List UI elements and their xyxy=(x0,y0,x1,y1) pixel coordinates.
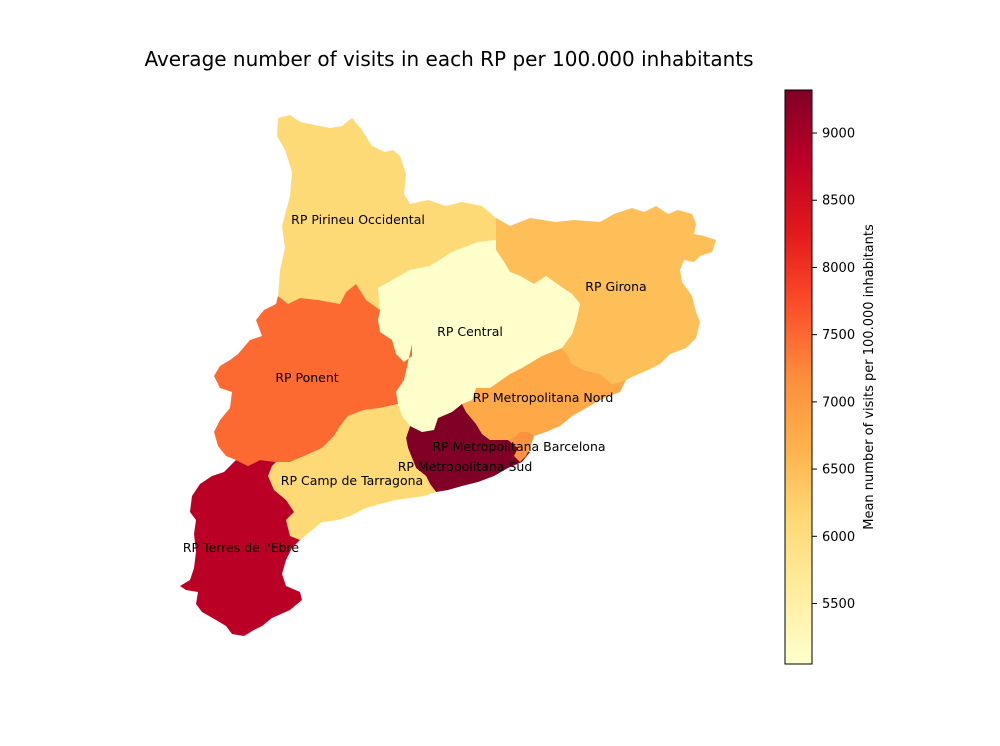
region-labels: RP Pirineu Occidental RP Girona RP Centr… xyxy=(183,212,647,555)
label-metropolitana-sud: RP Metropolitana Sud xyxy=(398,459,533,474)
colorbar-tick-label: 7500 xyxy=(822,328,855,343)
region-ponent xyxy=(214,284,412,466)
colorbar-ticks: 5500 6000 6500 7000 7500 8000 8500 9000 xyxy=(812,127,855,612)
colorbar-tick-label: 8000 xyxy=(822,261,855,276)
label-metropolitana-barcelona: RP Metropolitana Barcelona xyxy=(432,439,605,454)
label-metropolitana-nord: RP Metropolitana Nord xyxy=(473,390,614,405)
colorbar-gradient xyxy=(784,89,813,665)
colorbar-tick-label: 8500 xyxy=(822,194,855,209)
label-central: RP Central xyxy=(437,324,503,339)
map-area xyxy=(180,115,716,636)
region-girona xyxy=(496,206,716,384)
colorbar-tick-label: 6500 xyxy=(822,463,855,478)
colorbar-tick-label: 6000 xyxy=(822,530,855,545)
region-terres-de-lebre xyxy=(180,460,302,636)
label-girona: RP Girona xyxy=(585,279,646,294)
colorbar-tick-label: 9000 xyxy=(822,127,855,142)
colorbar: 5500 6000 6500 7000 7500 8000 8500 9000 Mean nu… xyxy=(784,89,877,665)
label-camp-de-tarragona: RP Camp de Tarragona xyxy=(281,473,423,488)
region-pirineu-occidental xyxy=(277,115,496,310)
region-metropolitana-sud xyxy=(406,404,530,492)
region-central xyxy=(378,240,580,432)
label-terres-de-lebre: RP Terres de l'Ebre xyxy=(183,540,300,555)
region-metropolitana-barcelona xyxy=(508,432,534,462)
map-title: Average number of visits in each RP per … xyxy=(144,47,753,71)
region-camp-de-tarragona xyxy=(268,404,436,540)
colorbar-label: Mean number of visits per 100.000 inhabi… xyxy=(862,224,877,530)
colorbar-tick-label: 5500 xyxy=(822,597,855,612)
region-metropolitana-nord xyxy=(462,348,626,440)
label-ponent: RP Ponent xyxy=(275,370,338,385)
label-pirineu-occidental: RP Pirineu Occidental xyxy=(291,212,425,227)
colorbar-tick-label: 7000 xyxy=(822,395,855,410)
